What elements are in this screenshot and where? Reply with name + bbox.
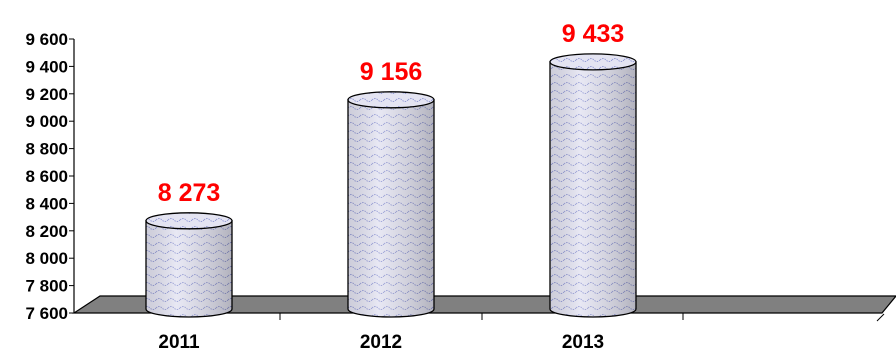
y-tick-label: 8 000	[25, 249, 68, 268]
x-tick-label: 2013	[562, 332, 604, 353]
y-tick-label: 9 400	[25, 57, 68, 76]
bar-top	[549, 53, 637, 71]
data-label: 9 433	[562, 20, 625, 48]
y-tick-label: 9 600	[25, 30, 68, 49]
bar-outline	[347, 99, 435, 318]
y-tick-label: 8 600	[25, 167, 68, 186]
y-tick-label: 7 800	[25, 277, 68, 296]
bar-2012	[347, 91, 435, 318]
y-tick-label: 8 400	[25, 194, 68, 213]
x-tick-label: 2011	[158, 332, 200, 353]
y-tick-label: 8 200	[25, 222, 68, 241]
data-label: 8 273	[158, 179, 221, 207]
bar-top	[145, 212, 233, 230]
x-axis-end-mark	[876, 313, 885, 322]
y-tick-label: 9 200	[25, 85, 68, 104]
y-tick-label: 7 600	[25, 304, 68, 323]
x-tick-label: 2012	[360, 332, 402, 353]
y-tick-label: 9 000	[25, 112, 68, 131]
data-label: 9 156	[360, 58, 423, 86]
bar-2013	[549, 53, 637, 318]
y-tick-label: 8 800	[25, 140, 68, 159]
bar-outline	[145, 220, 233, 318]
bar-2011	[145, 212, 233, 318]
bar-top	[347, 91, 435, 109]
bar-outline	[549, 61, 637, 318]
